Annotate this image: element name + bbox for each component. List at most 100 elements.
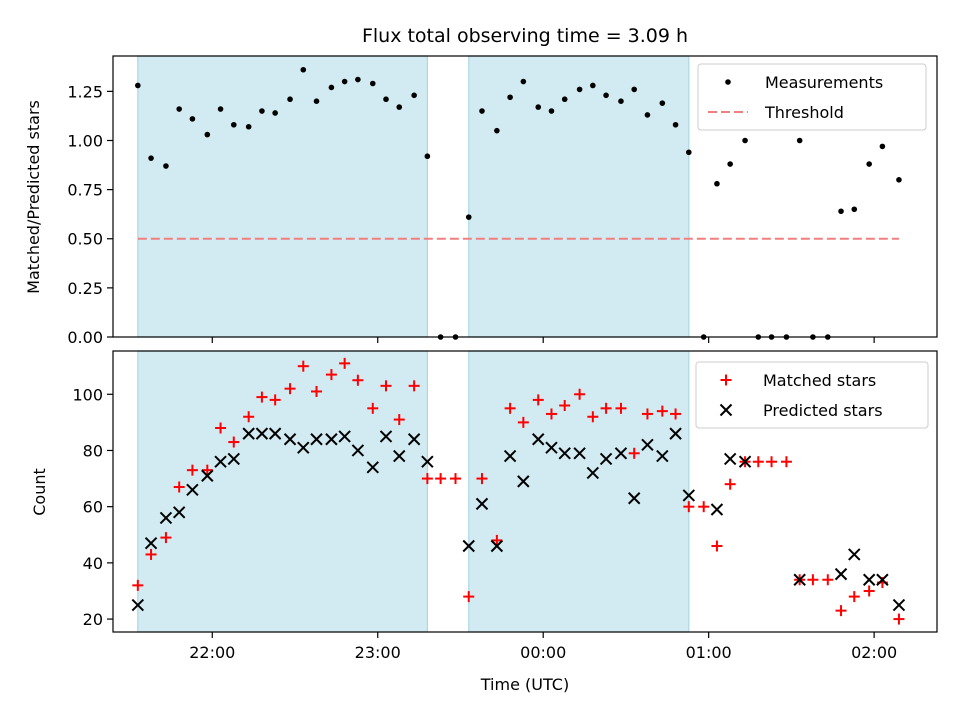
measurement-point bbox=[590, 82, 596, 89]
matched-star-point bbox=[160, 532, 172, 544]
legend-dot-marker bbox=[725, 79, 731, 85]
chart-title: Flux total observing time = 3.09 h bbox=[362, 25, 688, 47]
legend-label: Threshold bbox=[764, 103, 844, 122]
predicted-star-point bbox=[201, 469, 214, 482]
y-tick-label: 1.00 bbox=[67, 131, 103, 150]
matched-star-point bbox=[421, 473, 433, 485]
matched-star-point bbox=[863, 585, 875, 597]
measurement-point bbox=[287, 96, 293, 103]
matched-star-point bbox=[670, 408, 682, 420]
y-tick-label: 0.50 bbox=[67, 230, 103, 249]
predicted-star-point bbox=[503, 449, 517, 463]
measurement-point bbox=[259, 108, 265, 114]
predicted-star-point bbox=[627, 492, 641, 505]
measurement-point bbox=[230, 121, 237, 128]
measurement-point bbox=[272, 110, 278, 116]
matched-star-point bbox=[683, 501, 695, 513]
legend-x-marker bbox=[719, 403, 733, 417]
predicted-star-point bbox=[862, 573, 876, 586]
matched-star-point bbox=[450, 473, 462, 485]
measurement-point bbox=[204, 131, 211, 138]
y-tick-label: 60 bbox=[83, 498, 103, 517]
matched-star-point bbox=[559, 400, 571, 412]
matched-star-point bbox=[256, 391, 268, 403]
measurement-point bbox=[396, 104, 403, 110]
measurement-point bbox=[424, 153, 431, 160]
y-tick-label: 80 bbox=[83, 441, 103, 460]
matched-star-point bbox=[641, 408, 653, 420]
predicted-star-point bbox=[641, 438, 654, 452]
measurement-point bbox=[135, 82, 141, 89]
count-panel-frame bbox=[112, 350, 938, 633]
x-tick-label: 23:00 bbox=[355, 643, 401, 662]
matched-star-point bbox=[367, 402, 379, 414]
predicted-star-point bbox=[517, 475, 530, 488]
measurement-point bbox=[866, 161, 872, 167]
matched-star-point bbox=[656, 405, 668, 417]
predicted-star-point bbox=[614, 447, 628, 460]
matched-star-point bbox=[766, 456, 778, 468]
measurement-point bbox=[465, 214, 472, 220]
measurement-point bbox=[714, 180, 720, 187]
matched-star-point bbox=[243, 411, 255, 423]
predicted-star-point bbox=[475, 497, 489, 511]
matched-star-point bbox=[186, 464, 198, 476]
measurement-point bbox=[603, 92, 609, 99]
measurement-point bbox=[507, 94, 513, 101]
measurement-point bbox=[644, 112, 651, 118]
matched-star-point bbox=[132, 579, 144, 591]
matched-star-point bbox=[463, 591, 475, 603]
predicted-star-point bbox=[338, 430, 351, 443]
predicted-star-point bbox=[573, 447, 586, 460]
measurement-point bbox=[896, 176, 902, 183]
matched-star-point bbox=[807, 574, 819, 586]
ratio-panel: 0.00 0.25 0.50 0.75 1.00 1.25 Matched/Predict… bbox=[24, 55, 938, 347]
predicted-star-point bbox=[310, 433, 323, 446]
measurement-point bbox=[618, 98, 624, 104]
x-tick-label: 00:00 bbox=[520, 643, 566, 662]
matched-star-point bbox=[574, 388, 586, 400]
predicted-star-point bbox=[172, 506, 186, 519]
matched-star-point bbox=[173, 481, 185, 493]
measurement-point bbox=[383, 96, 389, 103]
y-tick-label: 0.75 bbox=[67, 181, 103, 200]
matched-star-point bbox=[393, 414, 405, 426]
measurement-point bbox=[838, 208, 844, 215]
observing-interval-shade bbox=[137, 350, 428, 633]
measurement-point bbox=[535, 104, 542, 110]
measurement-point bbox=[851, 206, 858, 213]
measurement-point bbox=[796, 137, 803, 144]
x-tick-label: 02:00 bbox=[851, 643, 897, 662]
predicted-star-point bbox=[379, 430, 393, 443]
observing-interval-shade bbox=[137, 55, 428, 338]
y-tick-label: 20 bbox=[83, 610, 103, 629]
matched-star-point bbox=[491, 534, 503, 546]
measurement-point bbox=[520, 78, 527, 85]
measurement-point bbox=[355, 76, 361, 83]
predicted-star-point bbox=[351, 444, 365, 457]
legend-label: Measurements bbox=[765, 73, 883, 92]
predicted-star-point bbox=[407, 433, 421, 446]
x-tick-label: 01:00 bbox=[686, 643, 732, 662]
count-legend: Matched stars Predicted stars bbox=[695, 361, 929, 429]
matched-star-point bbox=[780, 456, 792, 468]
measurement-point bbox=[576, 86, 583, 93]
predicted-star-point bbox=[848, 548, 861, 561]
measurement-point bbox=[479, 108, 485, 114]
measurement-point bbox=[369, 80, 376, 87]
predicted-star-point bbox=[723, 452, 737, 466]
measurement-point bbox=[328, 84, 335, 91]
predicted-star-point bbox=[834, 567, 848, 581]
measurement-point bbox=[189, 116, 196, 122]
predicted-star-point bbox=[656, 449, 669, 463]
measurement-point bbox=[659, 100, 666, 106]
measurement-point bbox=[176, 106, 182, 112]
measurement-point bbox=[217, 106, 224, 112]
y-tick-label: 0.25 bbox=[67, 279, 103, 298]
ratio-panel-frame bbox=[112, 55, 938, 338]
matched-star-point bbox=[201, 464, 213, 476]
matched-star-point bbox=[587, 411, 599, 423]
matched-star-point bbox=[145, 548, 157, 560]
predicted-star-point bbox=[159, 511, 173, 525]
predicted-star-point bbox=[366, 461, 379, 474]
